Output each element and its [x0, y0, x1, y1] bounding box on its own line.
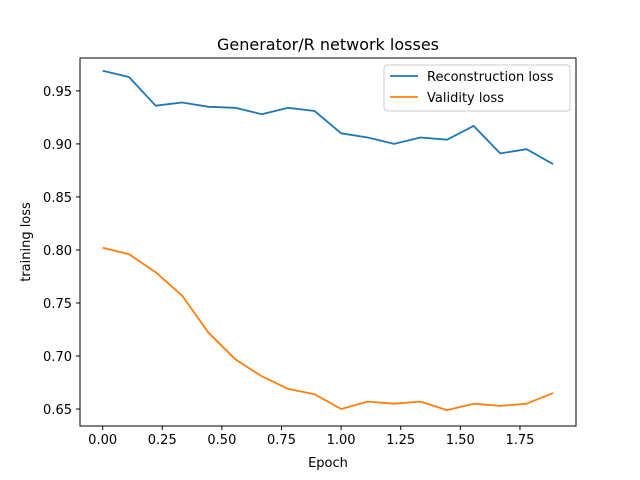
y-tick-label: 0.75 [43, 297, 72, 312]
x-tick-label: 0.00 [88, 433, 117, 448]
y-tick-label: 0.90 [43, 138, 72, 153]
x-tick-label: 0.25 [148, 433, 177, 448]
series-line-1 [102, 246, 554, 412]
x-tick-label: 0.50 [207, 433, 236, 448]
legend-label-1: Validity loss [427, 91, 504, 106]
y-tick-label: 0.70 [43, 350, 72, 365]
y-tick-label: 0.85 [43, 191, 72, 206]
axis-ticks: 0.00 0.25 0.50 0.75 1.00 1.25 1.50 1.75 0.65 0.70… [43, 85, 534, 448]
series-lines [102, 69, 554, 412]
x-tick-label: 1.50 [446, 433, 475, 448]
legend-label-0: Reconstruction loss [427, 70, 554, 85]
y-tick-label: 0.65 [43, 403, 72, 418]
series-line-0 [102, 69, 554, 165]
y-axis-label: training loss [19, 202, 34, 282]
plot-frame [79, 57, 577, 427]
legend-box [383, 64, 571, 112]
x-tick-label: 1.00 [327, 433, 356, 448]
chart-title: Generator/R network losses [217, 35, 439, 54]
y-tick-label: 0.80 [43, 244, 72, 259]
y-tick-label: 0.95 [43, 85, 72, 100]
x-tick-label: 0.75 [267, 433, 296, 448]
x-tick-label: 1.75 [505, 433, 534, 448]
x-axis-label: Epoch [308, 456, 348, 471]
legend: Reconstruction loss Validity loss [383, 64, 571, 112]
x-tick-label: 1.25 [386, 433, 415, 448]
